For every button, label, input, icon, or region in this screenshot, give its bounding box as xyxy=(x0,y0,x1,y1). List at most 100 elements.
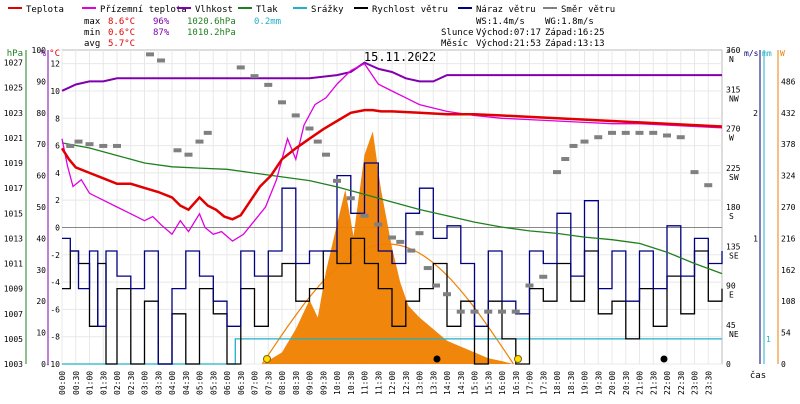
wind-direction-point xyxy=(498,309,506,314)
pressure-tick-label: 1013 xyxy=(4,234,23,243)
wind-direction-point xyxy=(146,52,154,57)
temperature-tick-label: -6 xyxy=(50,305,60,314)
x-tick-label: 05:00 xyxy=(196,371,205,395)
x-tick-label: 08:00 xyxy=(278,371,287,395)
pressure-tick-label: 1015 xyxy=(4,209,23,218)
pressure-axis-unit: hPa xyxy=(7,49,23,59)
direction-name-label: S xyxy=(729,212,734,221)
x-tick-label: 03:30 xyxy=(154,371,163,395)
stats-max-press: 1020.6hPa xyxy=(187,17,236,27)
moonset-marker xyxy=(433,355,441,363)
sunrise-marker xyxy=(263,355,271,363)
legend-label: Přízemní teplota xyxy=(100,5,187,15)
moonrise-marker xyxy=(660,355,668,363)
legend-label: Srážky xyxy=(311,5,344,15)
wind-direction-point xyxy=(649,130,658,135)
wind-direction-point xyxy=(374,222,383,227)
wind-direction-point xyxy=(676,135,685,140)
direction-tick-label: 225 xyxy=(726,164,741,173)
x-axis-label: čas xyxy=(750,370,766,381)
x-tick-label: 04:30 xyxy=(182,371,191,395)
humidity-tick-label: 20 xyxy=(36,297,46,306)
x-tick-label: 10:00 xyxy=(333,371,342,395)
temperature-tick-label: 2 xyxy=(55,196,60,205)
wind-direction-point xyxy=(322,152,330,157)
series-tlak xyxy=(61,142,723,275)
wind-direction-point xyxy=(432,283,440,288)
series-slunce xyxy=(262,131,513,364)
x-tick-label: 00:00 xyxy=(58,371,67,395)
humidity-tick-label: 0 xyxy=(41,360,46,369)
wind-direction-point xyxy=(580,139,589,144)
stats-min-hum: 87% xyxy=(153,28,170,38)
wind-direction-point xyxy=(443,292,451,297)
x-tick-label: 21:00 xyxy=(636,371,645,395)
stats-max-rain: 0.2mm xyxy=(254,17,281,27)
x-tick-label: 14:00 xyxy=(443,371,452,395)
direction-tick-label: 0 xyxy=(726,360,731,369)
series-line xyxy=(62,162,723,365)
temperature-tick-label: 10 xyxy=(50,87,60,96)
wind-direction-point xyxy=(569,143,578,148)
x-tick-label: 17:30 xyxy=(539,371,548,395)
wind-direction-point xyxy=(236,65,245,70)
x-tick-label: 16:00 xyxy=(498,371,507,395)
x-tick-label: 20:30 xyxy=(622,371,631,395)
stats-min-temp: 0.6°C xyxy=(108,28,135,38)
wind-direction-point xyxy=(484,309,493,314)
sunset-marker xyxy=(514,355,522,363)
pressure-tick-label: 1023 xyxy=(4,109,23,118)
series-line xyxy=(62,237,723,365)
humidity-tick-label: 80 xyxy=(36,109,46,118)
x-tick-label: 17:00 xyxy=(526,371,535,395)
stats-avg-temp: 5.7°C xyxy=(108,39,135,49)
wind-direction-point xyxy=(184,152,193,157)
wind-direction-point xyxy=(113,143,121,148)
temperature-tick-label: 6 xyxy=(55,142,60,151)
wind-direction-point xyxy=(278,100,286,105)
wind-direction-point xyxy=(690,170,699,175)
pressure-tick-label: 1005 xyxy=(4,335,23,344)
wind-direction-point xyxy=(203,130,212,135)
temperature-tick-label: -4 xyxy=(50,278,60,287)
x-tick-label: 07:30 xyxy=(264,371,273,395)
series-line xyxy=(60,108,723,221)
wind-tick-label: 1 xyxy=(753,234,758,243)
stats-block: max 8.6°C 96% 1020.6hPa 0.2mm min 0.6°C … xyxy=(84,17,605,49)
wind-direction-point xyxy=(704,183,713,188)
humidity-tick-label: 90 xyxy=(36,77,46,86)
x-tick-label: 07:00 xyxy=(251,371,260,395)
direction-tick-label: 135 xyxy=(726,242,741,251)
x-tick-label: 15:30 xyxy=(484,371,493,395)
pressure-tick-label: 1011 xyxy=(4,260,23,269)
stats-sun-set: Západ:16:25 xyxy=(545,28,605,38)
x-tick-label: 06:00 xyxy=(223,371,232,395)
wind-direction-point xyxy=(511,309,520,314)
wind-direction-point xyxy=(423,266,432,271)
x-tick-label: 13:30 xyxy=(429,371,438,395)
wind-direction-point xyxy=(74,139,83,144)
solar-tick-label: 108 xyxy=(781,297,796,306)
temperature-tick-label: 0 xyxy=(55,223,60,232)
x-tick-label: 15:00 xyxy=(471,371,480,395)
x-tick-label: 00:30 xyxy=(72,371,81,395)
wind-direction-point xyxy=(663,133,671,138)
series-line xyxy=(62,338,722,365)
wind-direction-point xyxy=(264,82,273,87)
direction-tick-label: 315 xyxy=(726,85,741,94)
direction-tick-label: 360 xyxy=(726,46,741,55)
pressure-tick-label: 1027 xyxy=(4,59,23,68)
series-rychlost-větru xyxy=(62,237,723,365)
stats-sun-label: Slunce xyxy=(441,28,474,38)
legend-label: Náraz větru xyxy=(476,5,536,15)
x-tick-label: 02:00 xyxy=(113,371,122,395)
x-tick-label: 04:00 xyxy=(168,371,177,395)
stats-ws: WS:1.4m/s xyxy=(476,17,525,27)
x-tick-label: 01:30 xyxy=(99,371,108,395)
wind-direction-point xyxy=(608,130,616,135)
direction-name-label: E xyxy=(729,291,734,300)
wind-direction-point xyxy=(553,170,561,175)
humidity-tick-label: 60 xyxy=(36,172,46,181)
direction-tick-label: 45 xyxy=(726,321,736,330)
temperature-tick-label: -2 xyxy=(50,251,60,260)
